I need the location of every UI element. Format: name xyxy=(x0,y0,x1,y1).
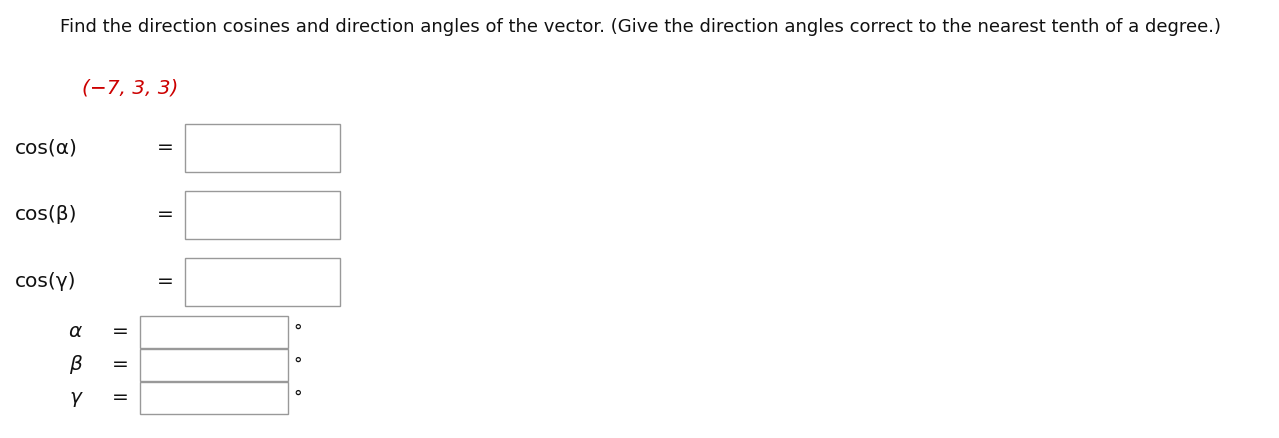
Text: (−7, 3, 3): (−7, 3, 3) xyxy=(82,78,178,97)
Text: γ: γ xyxy=(69,388,81,406)
FancyBboxPatch shape xyxy=(185,258,340,306)
Text: =: = xyxy=(111,322,128,341)
Text: °: ° xyxy=(293,388,302,406)
Text: =: = xyxy=(111,388,128,406)
Text: °: ° xyxy=(293,355,302,373)
Text: =: = xyxy=(111,355,128,374)
Text: Find the direction cosines and direction angles of the vector. (Give the directi: Find the direction cosines and direction… xyxy=(60,18,1220,36)
Text: cos(β): cos(β) xyxy=(15,205,78,224)
Text: cos(α): cos(α) xyxy=(15,138,78,157)
FancyBboxPatch shape xyxy=(139,382,288,414)
FancyBboxPatch shape xyxy=(185,191,340,240)
FancyBboxPatch shape xyxy=(185,125,340,173)
Text: =: = xyxy=(156,205,174,224)
Text: =: = xyxy=(156,272,174,291)
FancyBboxPatch shape xyxy=(139,349,288,381)
Text: °: ° xyxy=(293,322,302,340)
Text: cos(γ): cos(γ) xyxy=(15,272,77,291)
FancyBboxPatch shape xyxy=(139,316,288,348)
Text: β: β xyxy=(69,355,82,374)
Text: α: α xyxy=(68,322,82,341)
Text: =: = xyxy=(156,138,174,157)
